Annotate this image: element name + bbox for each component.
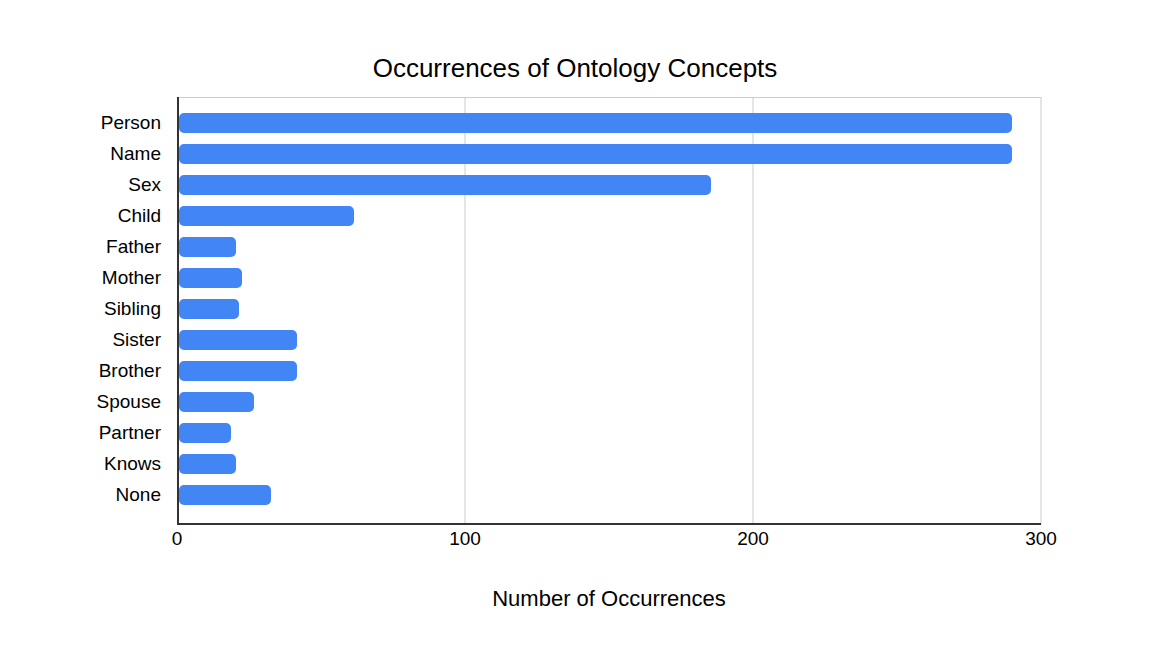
bar-row	[179, 418, 1041, 449]
bar-row	[179, 169, 1041, 200]
bar-father	[179, 237, 236, 257]
y-axis-line	[177, 97, 179, 525]
plot-area	[177, 97, 1041, 525]
y-axis-category-labels: PersonNameSexChildFatherMotherSiblingSis…	[0, 97, 161, 525]
x-tick-label: 100	[449, 528, 481, 550]
bar-row	[179, 387, 1041, 418]
bar-sex	[179, 175, 711, 195]
bar-none	[179, 485, 271, 505]
category-label: Person	[0, 107, 161, 138]
bar-row	[179, 293, 1041, 324]
bar-spouse	[179, 392, 254, 412]
bar-name	[179, 144, 1012, 164]
x-tick-label: 200	[737, 528, 769, 550]
x-tick-label: 0	[172, 528, 183, 550]
x-tick-label: 300	[1025, 528, 1057, 550]
bar-row	[179, 480, 1041, 511]
bar-mother	[179, 268, 242, 288]
bar-sibling	[179, 299, 239, 319]
bar-brother	[179, 361, 297, 381]
bar-series	[179, 97, 1041, 523]
bar-person	[179, 113, 1012, 133]
category-label: Brother	[0, 356, 161, 387]
bar-row	[179, 449, 1041, 480]
bar-row	[179, 231, 1041, 262]
bar-row	[179, 138, 1041, 169]
category-label: Spouse	[0, 387, 161, 418]
category-label: Knows	[0, 449, 161, 480]
bar-row	[179, 356, 1041, 387]
bar-row	[179, 262, 1041, 293]
category-label: Father	[0, 231, 161, 262]
chart-canvas: Occurrences of Ontology Concepts PersonN…	[0, 0, 1169, 653]
bar-row	[179, 107, 1041, 138]
x-axis-tick-labels: 0100200300	[177, 528, 1041, 554]
x-axis-title: Number of Occurrences	[177, 586, 1041, 612]
category-label: None	[0, 480, 161, 511]
bar-partner	[179, 423, 231, 443]
bar-sister	[179, 330, 297, 350]
bar-row	[179, 200, 1041, 231]
x-axis-line	[177, 523, 1041, 525]
category-label: Name	[0, 138, 161, 169]
bar-child	[179, 206, 354, 226]
category-label: Sister	[0, 325, 161, 356]
category-label: Partner	[0, 418, 161, 449]
category-label: Sex	[0, 169, 161, 200]
category-label: Child	[0, 200, 161, 231]
category-label: Sibling	[0, 293, 161, 324]
category-label: Mother	[0, 262, 161, 293]
bar-row	[179, 325, 1041, 356]
chart-title: Occurrences of Ontology Concepts	[0, 53, 1150, 84]
bar-knows	[179, 454, 236, 474]
